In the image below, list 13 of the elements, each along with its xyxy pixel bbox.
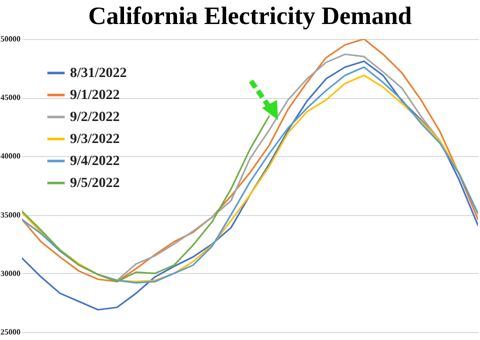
legend-label: 9/2/2022 xyxy=(70,110,120,125)
legend-label: 9/3/2022 xyxy=(70,132,120,147)
y-tick-label: 30000 xyxy=(0,268,20,278)
legend-label: 9/5/2022 xyxy=(70,176,120,191)
y-tick-label: 25000 xyxy=(0,328,20,336)
y-tick-label: 45000 xyxy=(0,93,20,102)
y-tick-label: 40000 xyxy=(0,152,20,161)
y-tick-label: 35000 xyxy=(0,210,20,220)
legend-label: 8/31/2022 xyxy=(70,66,127,81)
legend-label: 9/1/2022 xyxy=(70,88,120,103)
chart-title: California Electricity Demand xyxy=(88,3,412,30)
legend-label: 9/4/2022 xyxy=(70,154,120,169)
y-tick-label: 50000 xyxy=(0,34,20,44)
